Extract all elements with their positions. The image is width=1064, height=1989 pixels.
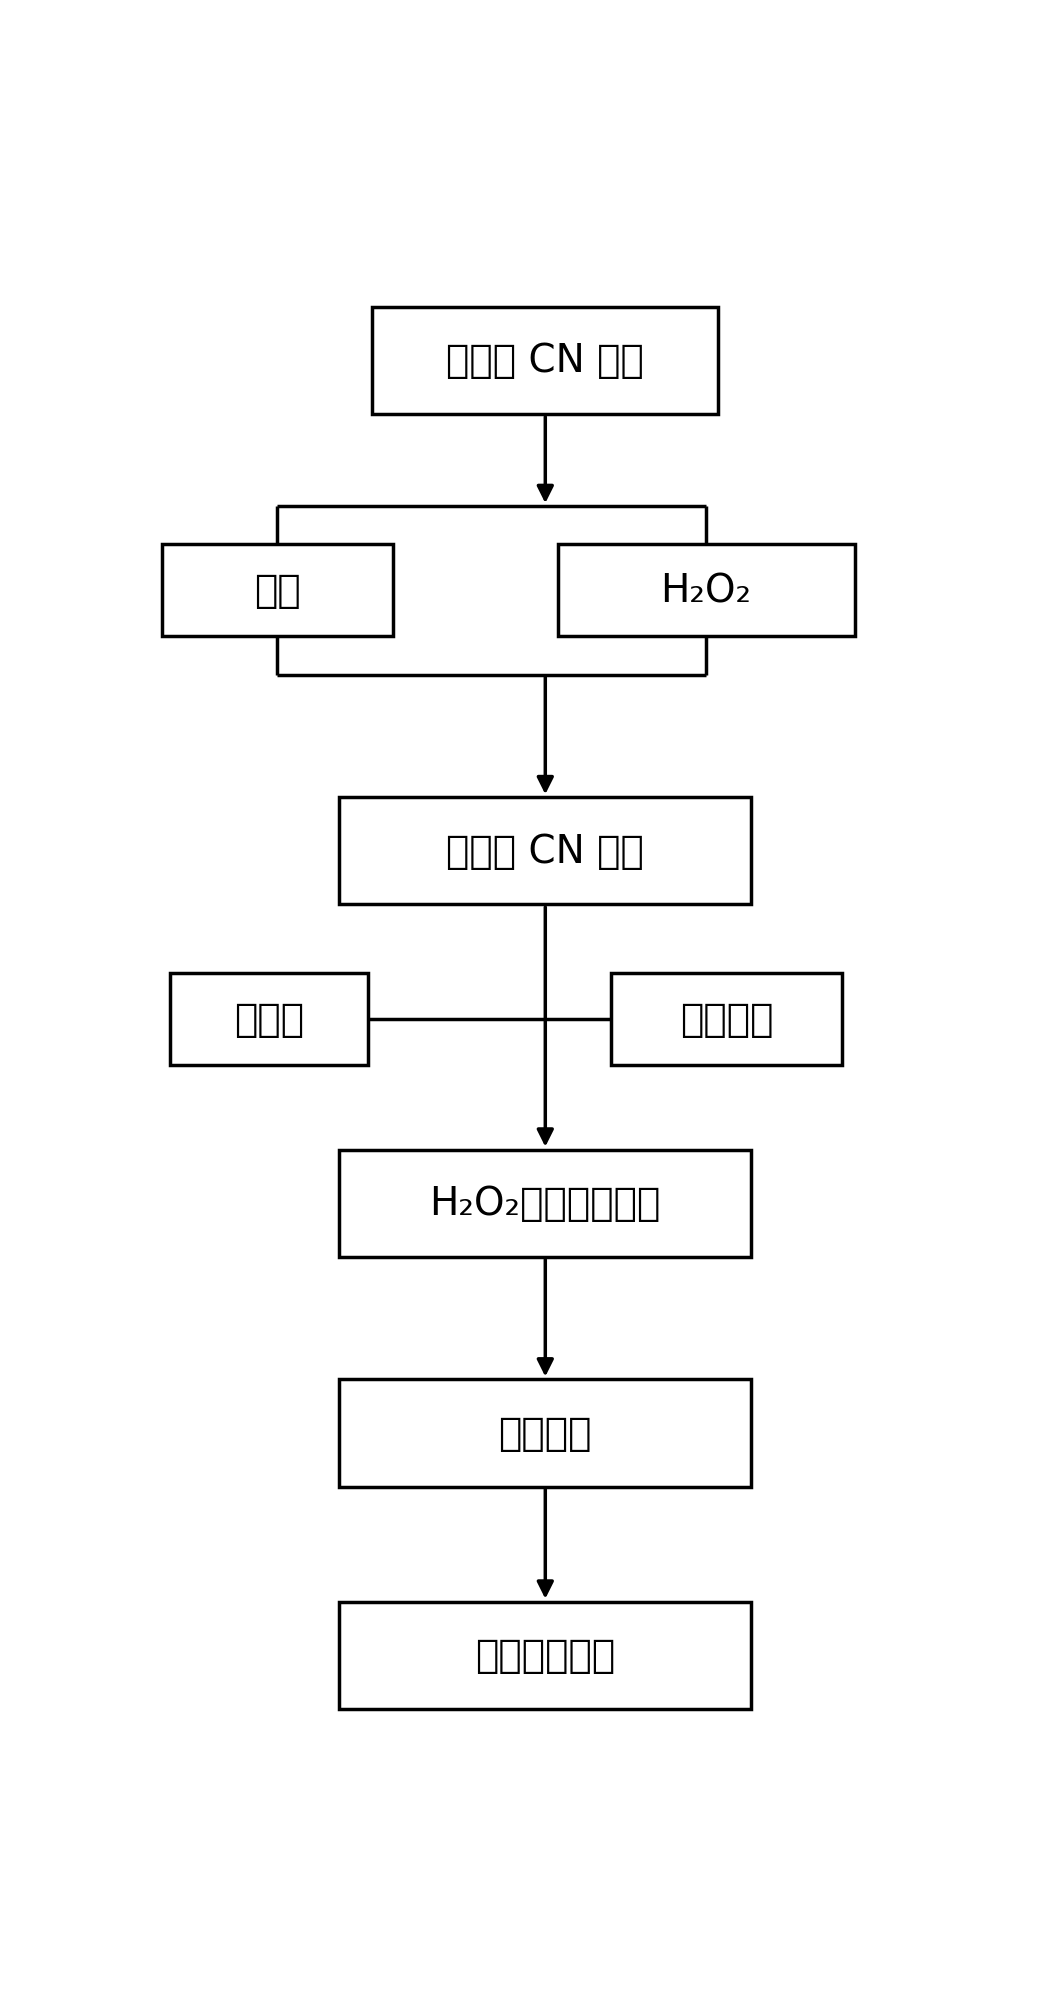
Text: H₂O₂: H₂O₂ xyxy=(661,573,751,611)
Bar xyxy=(611,975,843,1066)
Bar xyxy=(339,798,751,905)
Bar xyxy=(339,1601,751,1709)
Text: 络合金属: 络合金属 xyxy=(680,1000,774,1038)
Bar xyxy=(170,975,368,1066)
Bar xyxy=(372,308,718,416)
Text: 低浓度 CN 废水: 低浓度 CN 废水 xyxy=(447,831,644,871)
Bar xyxy=(162,545,393,636)
Bar xyxy=(339,1150,751,1257)
Text: H₂O₂氧化深度破氰: H₂O₂氧化深度破氰 xyxy=(430,1185,661,1223)
Text: 电解: 电解 xyxy=(254,573,301,611)
Bar xyxy=(558,545,854,636)
Bar xyxy=(339,1380,751,1488)
Text: 催化剂: 催化剂 xyxy=(234,1000,304,1038)
Text: 高浓度 CN 废水: 高浓度 CN 废水 xyxy=(447,342,644,380)
Text: 破氰彻底: 破氰彻底 xyxy=(499,1414,592,1452)
Text: 铁氧体除金属: 铁氧体除金属 xyxy=(476,1637,615,1675)
